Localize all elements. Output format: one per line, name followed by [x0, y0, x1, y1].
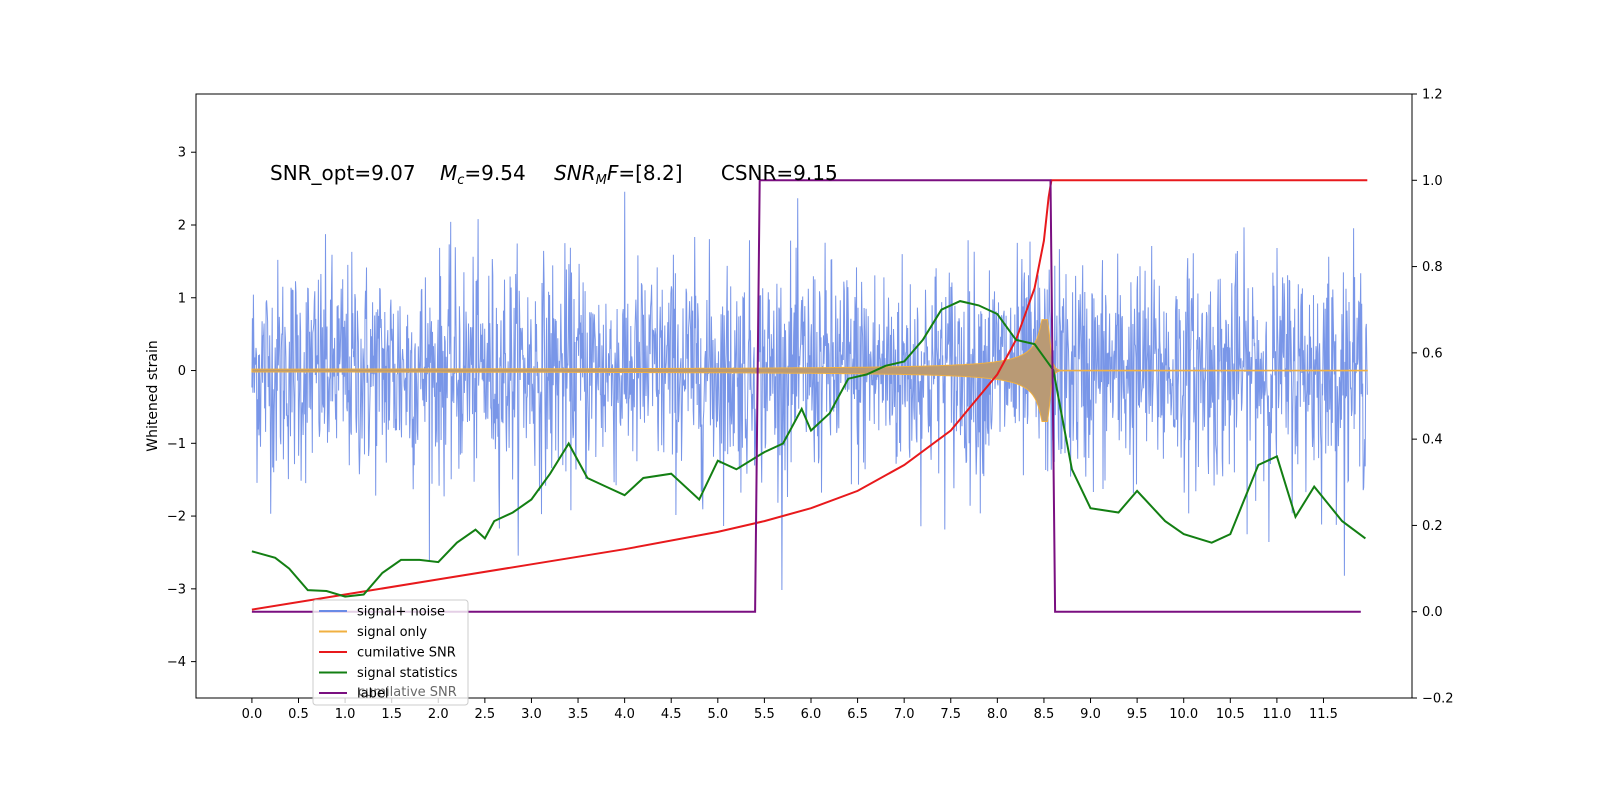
y2-tick-label: 0.8: [1422, 260, 1443, 275]
x-tick-label: 8.0: [987, 707, 1008, 722]
y2-tick-label: 1.2: [1422, 88, 1443, 103]
y2-tick-label: 1.0: [1422, 174, 1443, 189]
annotation-mc-value: =9.54: [464, 161, 525, 185]
annotation-mc-sub: c: [457, 173, 464, 188]
snr-annotation: SNR_opt=9.07 Mc=9.54 SNRMF=[8.2] CSNR=9.…: [270, 161, 838, 188]
y-tick-label: 2: [178, 218, 186, 233]
y2-tick-label: 0.4: [1422, 433, 1443, 448]
y2-tick-label: 0.0: [1422, 605, 1443, 620]
x-tick-label: 0.5: [288, 707, 309, 722]
legend-entry-label: signal statistics: [357, 666, 458, 681]
legend-entry-label: cumilative SNR: [357, 646, 456, 661]
tick-layer: 0.0 0.5 1.0 1.5 2.0 2.5 3.0 3.5 4.0 4.5 5.0 5.5 6.0 6…: [167, 88, 1454, 723]
axes-frame: [195, 93, 1413, 699]
x-tick-label: 6.5: [847, 707, 868, 722]
plot-area: [251, 179, 1368, 613]
legend-box: [312, 599, 469, 706]
x-tick-label: 1.5: [381, 707, 402, 722]
annotation-snrmf-f: F: [607, 161, 619, 185]
y2-tick-label: 0.2: [1422, 519, 1443, 534]
x-tick-label: 2.5: [475, 707, 496, 722]
series-signal-only: [251, 319, 1368, 422]
x-tick-label: 5.0: [707, 707, 728, 722]
annotation-snrmf-sub: M: [596, 173, 607, 188]
y-tick-label: −4: [167, 655, 186, 670]
x-tick-label: 10.0: [1169, 707, 1198, 722]
x-tick-label: 8.5: [1034, 707, 1055, 722]
y-tick-label: −2: [167, 510, 186, 525]
y-tick-label: 0: [178, 364, 186, 379]
x-tick-label: 0.0: [242, 707, 263, 722]
x-tick-label: 2.0: [428, 707, 449, 722]
x-tick-label: 3.0: [521, 707, 542, 722]
x-tick-label: 6.0: [801, 707, 822, 722]
y-tick-label: −1: [167, 437, 186, 452]
x-tick-label: 11.0: [1262, 707, 1291, 722]
x-tick-label: 5.5: [754, 707, 775, 722]
x-tick-label: 7.5: [940, 707, 961, 722]
x-tick-label: 1.0: [335, 707, 356, 722]
y-tick-label: 3: [178, 146, 186, 161]
y-axis-label: Whitened strain: [145, 340, 161, 451]
legend-entry-label: label: [357, 687, 388, 702]
series-label: [251, 179, 1361, 613]
x-tick-label: 7.0: [894, 707, 915, 722]
annotation-mc-symbol: M: [440, 161, 457, 185]
series-signal-statistics: [251, 300, 1366, 598]
annotation-snr-opt: SNR_opt=9.07: [270, 161, 416, 185]
legend-entry-label: signal only: [357, 625, 427, 640]
series-signal-noise: [251, 191, 1368, 591]
annotation-snrmf-symbol: SNR: [554, 161, 596, 185]
y-tick-label: −3: [167, 582, 186, 597]
x-tick-label: 10.5: [1216, 707, 1245, 722]
y2-tick-label: −0.2: [1422, 692, 1454, 707]
series-cumulative-snr: [251, 179, 1368, 611]
legend: cumilative SNR signal+ noise signal only cu…: [312, 599, 469, 706]
annotation-snrmf-value: =[8.2]: [618, 161, 682, 185]
y2-tick-label: 0.6: [1422, 346, 1443, 361]
x-tick-label: 4.0: [614, 707, 635, 722]
y-tick-label: 1: [178, 291, 186, 306]
x-tick-label: 11.5: [1309, 707, 1338, 722]
legend-ghost-text: cumilative SNR: [358, 685, 457, 700]
x-tick-label: 4.5: [661, 707, 682, 722]
x-tick-label: 3.5: [568, 707, 589, 722]
x-tick-label: 9.0: [1080, 707, 1101, 722]
annotation-csnr: CSNR=9.15: [721, 161, 838, 185]
legend-entry-label: signal+ noise: [357, 605, 445, 620]
x-tick-label: 9.5: [1127, 707, 1148, 722]
